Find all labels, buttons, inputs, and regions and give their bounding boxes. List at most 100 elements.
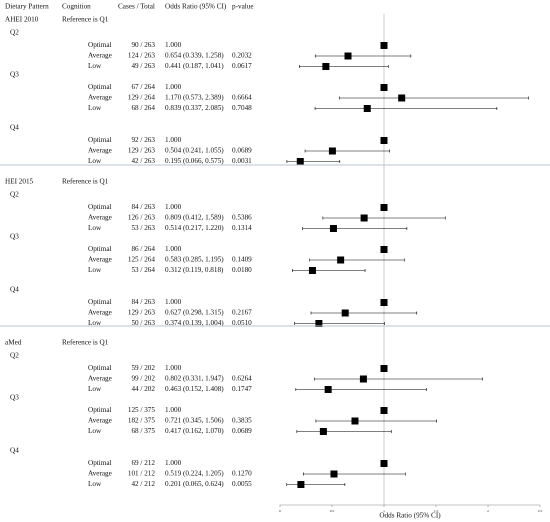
p-value: 0.0055 — [232, 480, 252, 488]
point-estimate — [296, 158, 304, 165]
point-estimate — [351, 417, 359, 425]
odds-ratio: 0.504 (0.241, 1.055) — [165, 147, 224, 155]
odds-ratio: 1.170 (0.573, 2.389) — [165, 94, 224, 102]
cases: 84 / 263 — [131, 298, 155, 306]
odds-ratio: 1.000 — [165, 245, 182, 253]
x-tick-label: 2.5 — [538, 509, 543, 513]
odds-ratio: 1.000 — [165, 203, 182, 211]
subgroup-name: Q4 — [10, 447, 19, 455]
odds-ratio: 0.627 (0.298, 1.315) — [165, 309, 224, 317]
odds-ratio: 1.000 — [165, 136, 182, 144]
odds-ratio: 0.441 (0.187, 1.041) — [165, 62, 224, 70]
cognition: Average — [88, 52, 112, 60]
p-value: 0.1747 — [232, 385, 252, 393]
cognition: Average — [88, 256, 112, 264]
point-estimate — [330, 470, 338, 478]
cognition: Optimal — [88, 298, 112, 306]
cases: 42 / 212 — [131, 480, 155, 488]
x-axis-title: Odds Ratio (95% CI) — [379, 512, 441, 520]
cases: 84 / 263 — [131, 203, 155, 211]
cognition: Low — [88, 319, 102, 327]
odds-ratio: 0.583 (0.285, 1.195) — [165, 256, 224, 264]
p-value: 0.2167 — [232, 309, 252, 317]
odds-ratio: 1.000 — [165, 459, 182, 467]
cases: 125 / 264 — [128, 256, 156, 264]
subgroup-name: Q4 — [10, 124, 19, 132]
subgroup-name: Q3 — [10, 233, 19, 241]
cognition: Optimal — [88, 83, 112, 91]
point-estimate — [344, 52, 352, 60]
cases: 90 / 263 — [131, 41, 155, 49]
point-estimate — [380, 246, 388, 253]
odds-ratio: 1.000 — [165, 298, 182, 306]
point-estimate — [322, 63, 330, 70]
reference-note: Reference is Q1 — [62, 339, 109, 347]
group-name: aMed — [5, 339, 22, 347]
cognition: Low — [88, 480, 102, 488]
point-estimate — [398, 94, 406, 102]
cognition: Optimal — [88, 364, 112, 372]
p-value: 0.6264 — [232, 375, 252, 383]
odds-ratio: 0.374 (0.139, 1.004) — [165, 319, 224, 327]
point-estimate — [308, 267, 316, 274]
x-tick-label: 2 — [487, 509, 489, 513]
cognition: Average — [88, 417, 112, 425]
cognition: Average — [88, 309, 112, 317]
cases: 67 / 264 — [131, 83, 155, 91]
odds-ratio: 0.417 (0.162, 1.070) — [165, 427, 224, 435]
cognition: Low — [88, 427, 102, 435]
cognition: Optimal — [88, 203, 112, 211]
x-tick-label: 0.5 — [330, 509, 335, 513]
p-value: 0.0617 — [232, 62, 252, 70]
point-estimate — [315, 320, 323, 327]
cases: 68 / 375 — [131, 427, 155, 435]
group-name: AHEI 2010 — [5, 16, 39, 24]
cases: 44 / 202 — [131, 385, 155, 393]
cases: 129 / 264 — [128, 94, 156, 102]
cases: 86 / 264 — [131, 245, 155, 253]
cognition: Low — [88, 157, 102, 165]
point-estimate — [360, 214, 368, 222]
x-tick-label: 0 — [279, 509, 281, 513]
point-estimate — [328, 147, 336, 155]
cases: 49 / 263 — [131, 62, 155, 70]
odds-ratio: 0.809 (0.412, 1.589) — [165, 214, 224, 222]
point-estimate — [329, 225, 337, 232]
column-header: Cognition — [62, 3, 91, 11]
cognition: Low — [88, 385, 102, 393]
p-value: 0.6664 — [232, 94, 252, 102]
odds-ratio: 0.519 (0.224, 1.205) — [165, 470, 224, 478]
column-header: p-value — [232, 3, 254, 11]
cases: 69 / 212 — [131, 459, 155, 467]
cases: 53 / 263 — [131, 224, 155, 232]
cognition: Average — [88, 214, 112, 222]
subgroup-name: Q3 — [10, 71, 19, 79]
cases: 92 / 263 — [131, 136, 155, 144]
subgroup-name: Q4 — [10, 286, 19, 294]
p-value: 0.1270 — [232, 470, 252, 478]
cognition: Optimal — [88, 245, 112, 253]
cognition: Low — [88, 62, 102, 70]
p-value: 0.0689 — [232, 147, 252, 155]
cognition: Low — [88, 224, 102, 232]
point-estimate — [380, 137, 388, 144]
p-value: 0.0180 — [232, 266, 252, 274]
p-value: 0.1314 — [232, 224, 252, 232]
cognition: Average — [88, 147, 112, 155]
p-value: 0.3835 — [232, 417, 252, 425]
cognition: Average — [88, 375, 112, 383]
cases: 59 / 202 — [131, 364, 155, 372]
point-estimate — [337, 256, 345, 264]
cognition: Optimal — [88, 41, 112, 49]
cognition: Average — [88, 470, 112, 478]
point-estimate — [380, 204, 388, 211]
x-tick-label: 1 — [383, 509, 385, 513]
p-value: 0.5386 — [232, 214, 252, 222]
p-value: 0.2032 — [232, 52, 252, 60]
cognition: Optimal — [88, 459, 112, 467]
reference-note: Reference is Q1 — [62, 178, 109, 186]
cases: 126 / 263 — [128, 214, 156, 222]
x-tick-label: 1.5 — [434, 509, 439, 513]
point-estimate — [380, 460, 388, 467]
